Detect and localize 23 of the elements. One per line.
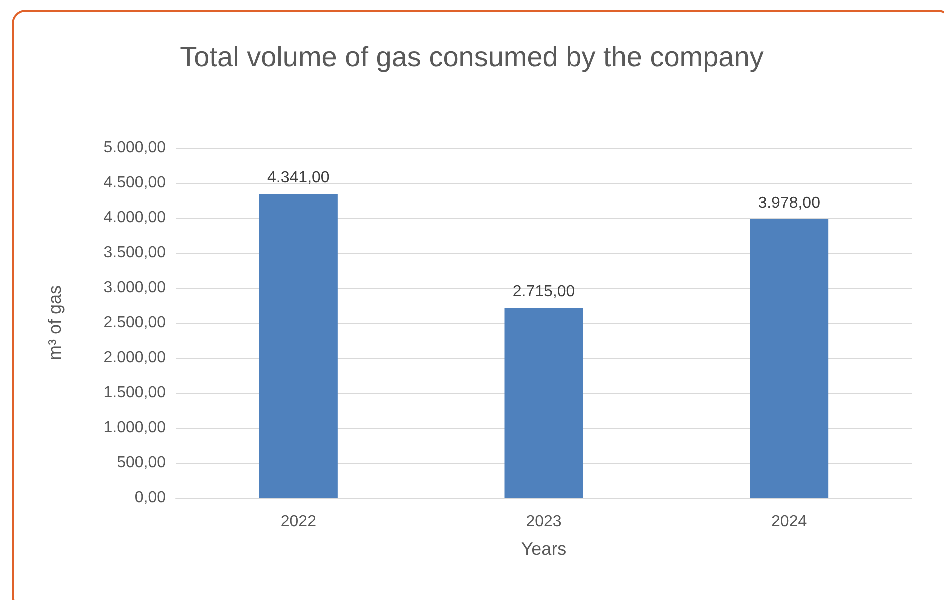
y-tick-label: 0,00 (134, 490, 166, 506)
y-tick-label: 1.000,00 (104, 420, 166, 436)
y-tick-label: 1.500,00 (104, 384, 166, 402)
y-tick-label: 4.000,00 (104, 210, 166, 226)
x-tick-label: 2023 (526, 514, 562, 530)
y-tick-label: 3.500,00 (104, 244, 166, 262)
bar (504, 308, 584, 498)
bar (750, 220, 829, 498)
x-tick-label: 2024 (772, 514, 808, 530)
y-tick-label: 500,00 (117, 454, 166, 472)
y-axis-title: m³ of gas (45, 285, 65, 361)
data-label: 2.715,00 (512, 283, 576, 300)
chart-title: Total volume of gas consumed by the company (180, 42, 764, 72)
x-tick-label: 2022 (280, 514, 317, 530)
y-tick-label: 5.000,00 (104, 140, 166, 156)
y-tick-label: 3.000,00 (104, 280, 166, 296)
bar (259, 194, 338, 498)
y-tick-label: 2.000,00 (104, 350, 166, 366)
data-label: 3.978,00 (758, 195, 821, 212)
y-tick-label: 4.500,00 (104, 174, 166, 192)
x-axis-title: Years (521, 539, 567, 559)
y-tick-label: 2.500,00 (104, 314, 166, 332)
data-label: 4.341,00 (268, 170, 330, 187)
